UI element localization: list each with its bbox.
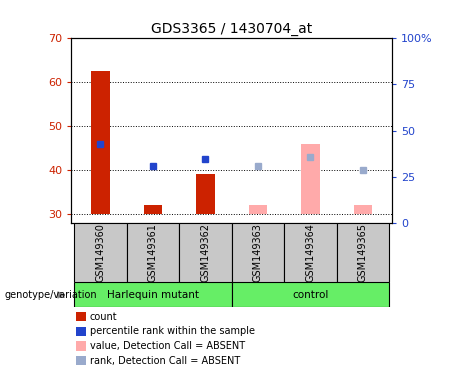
Bar xyxy=(231,223,284,282)
Text: count: count xyxy=(90,312,118,322)
Bar xyxy=(301,144,319,214)
Text: GSM149364: GSM149364 xyxy=(306,223,315,282)
Text: Harlequin mutant: Harlequin mutant xyxy=(107,290,199,300)
Bar xyxy=(91,71,110,214)
Bar xyxy=(231,282,389,307)
Bar xyxy=(179,223,231,282)
Bar xyxy=(354,205,372,214)
Bar xyxy=(249,205,267,214)
Text: rank, Detection Call = ABSENT: rank, Detection Call = ABSENT xyxy=(90,356,240,366)
Title: GDS3365 / 1430704_at: GDS3365 / 1430704_at xyxy=(151,22,312,36)
Bar xyxy=(196,174,214,214)
Text: value, Detection Call = ABSENT: value, Detection Call = ABSENT xyxy=(90,341,245,351)
Text: GSM149365: GSM149365 xyxy=(358,223,368,282)
Bar xyxy=(74,282,231,307)
Text: percentile rank within the sample: percentile rank within the sample xyxy=(90,326,255,336)
Bar xyxy=(127,223,179,282)
Text: GSM149362: GSM149362 xyxy=(201,223,210,282)
Text: genotype/variation: genotype/variation xyxy=(5,290,97,300)
Text: GSM149363: GSM149363 xyxy=(253,223,263,282)
Text: GSM149360: GSM149360 xyxy=(95,223,106,282)
Text: control: control xyxy=(292,290,329,300)
Text: GSM149361: GSM149361 xyxy=(148,223,158,282)
Bar xyxy=(284,223,337,282)
Bar xyxy=(144,205,162,214)
Bar xyxy=(337,223,389,282)
Bar xyxy=(74,223,127,282)
